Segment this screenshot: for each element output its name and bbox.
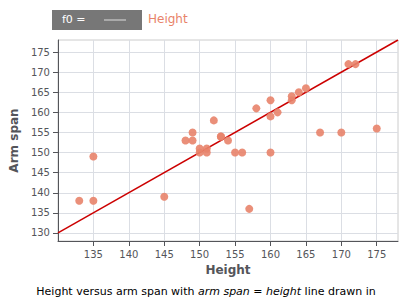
svg-text:175: 175 xyxy=(31,47,50,58)
svg-text:130: 130 xyxy=(31,227,50,238)
svg-text:Height: Height xyxy=(205,263,250,277)
svg-text:Height versus arm span with: Height versus arm span with xyxy=(36,285,198,298)
svg-text:170: 170 xyxy=(31,67,50,78)
svg-text:135: 135 xyxy=(84,249,103,260)
svg-text:f0 =: f0 = xyxy=(62,13,86,26)
svg-text:150: 150 xyxy=(31,147,50,158)
svg-text:135: 135 xyxy=(31,207,50,218)
svg-text:145: 145 xyxy=(31,167,50,178)
svg-text:160: 160 xyxy=(261,249,280,260)
svg-text:140: 140 xyxy=(119,249,138,260)
svg-text:165: 165 xyxy=(296,249,315,260)
svg-text:Arm span: Arm span xyxy=(7,108,21,172)
svg-text:160: 160 xyxy=(31,107,50,118)
svg-text:145: 145 xyxy=(155,249,174,260)
svg-text:line drawn in: line drawn in xyxy=(301,285,376,298)
svg-text:170: 170 xyxy=(332,249,351,260)
svg-text:165: 165 xyxy=(31,87,50,98)
svg-text:150: 150 xyxy=(190,249,209,260)
svg-text:155: 155 xyxy=(31,127,50,138)
svg-text:Height: Height xyxy=(148,12,188,26)
svg-text:140: 140 xyxy=(31,187,50,198)
svg-text:arm span = height: arm span = height xyxy=(198,285,302,298)
svg-text:155: 155 xyxy=(226,249,245,260)
svg-text:175: 175 xyxy=(367,249,386,260)
